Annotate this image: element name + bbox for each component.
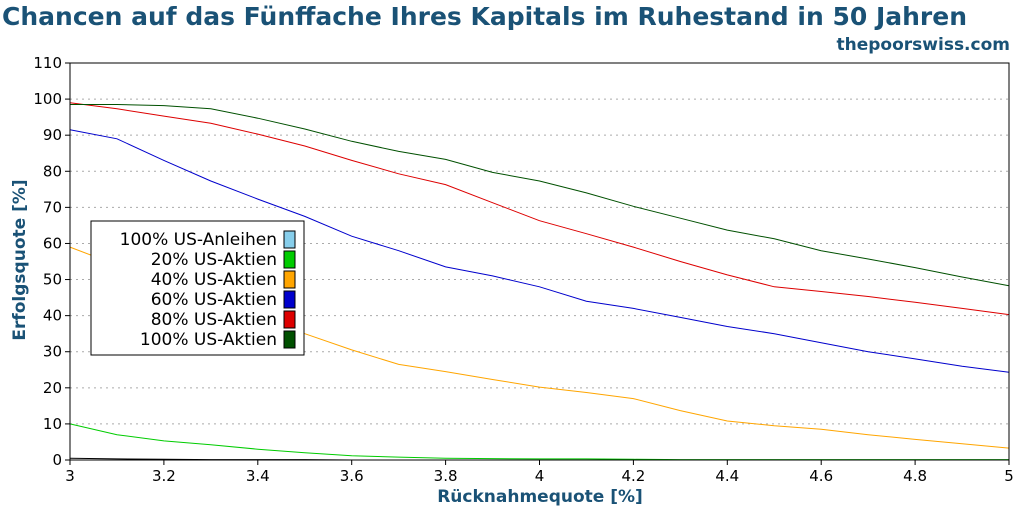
series-line — [69, 423, 1009, 461]
y-tick-label: 80 — [43, 162, 62, 180]
x-tick-label: 3.2 — [152, 467, 176, 485]
y-tick-label: 50 — [43, 271, 62, 289]
legend-swatch — [283, 250, 296, 269]
x-tick-label: 5 — [1004, 467, 1014, 485]
x-axis-label: Rücknahmequote [%] — [437, 487, 643, 507]
legend-label: 100% US-Anleihen — [120, 230, 277, 250]
y-tick-label: 0 — [52, 451, 62, 469]
x-tick-label: 3.4 — [246, 467, 270, 485]
y-tick-label: 110 — [33, 54, 62, 72]
y-tick-label: 40 — [43, 307, 62, 325]
y-tick-label: 70 — [43, 198, 62, 216]
y-tick-label: 60 — [43, 234, 62, 252]
x-tick-label: 3 — [65, 467, 75, 485]
axes: 0 10 20 30 40 50 60 70 80 90 100 110 3 3.2 3.4 3.6 3.8 4 4… — [33, 54, 1013, 485]
x-tick-label: 4.8 — [903, 467, 927, 485]
legend-label: 80% US-Aktien — [151, 310, 277, 330]
y-tick-label: 10 — [43, 415, 62, 433]
y-tick-label: 100 — [33, 90, 62, 108]
chart-title: Chancen auf das Fünffache Ihres Kapitals… — [2, 2, 967, 31]
series-line — [69, 102, 1010, 316]
legend-swatch — [283, 310, 296, 329]
legend-label: 60% US-Aktien — [151, 290, 277, 310]
y-axis-label: Erfolgsquote [%] — [10, 179, 30, 340]
x-tick-label: 3.8 — [434, 467, 458, 485]
series-lines — [69, 102, 1010, 461]
legend-swatch — [283, 270, 296, 289]
legend-label: 40% US-Aktien — [151, 270, 277, 290]
site-label: thepoorswiss.com — [837, 35, 1011, 55]
series-line — [70, 104, 1010, 287]
legend-label: 20% US-Aktien — [151, 250, 277, 270]
legend-label: 100% US-Aktien — [140, 330, 277, 350]
legend-swatch — [283, 330, 296, 349]
y-tick-label: 30 — [43, 343, 62, 361]
x-tick-label: 4.4 — [715, 467, 739, 485]
legend-box — [90, 220, 305, 356]
legend-swatch — [283, 290, 296, 309]
x-tick-label: 4 — [535, 467, 545, 485]
x-tick-label: 4.6 — [809, 467, 833, 485]
y-tick-label: 20 — [43, 379, 62, 397]
x-tick-label: 3.6 — [340, 467, 364, 485]
legend-swatch — [283, 230, 296, 249]
y-tick-label: 90 — [43, 126, 62, 144]
x-tick-label: 4.2 — [621, 467, 645, 485]
series-line — [69, 129, 1010, 373]
